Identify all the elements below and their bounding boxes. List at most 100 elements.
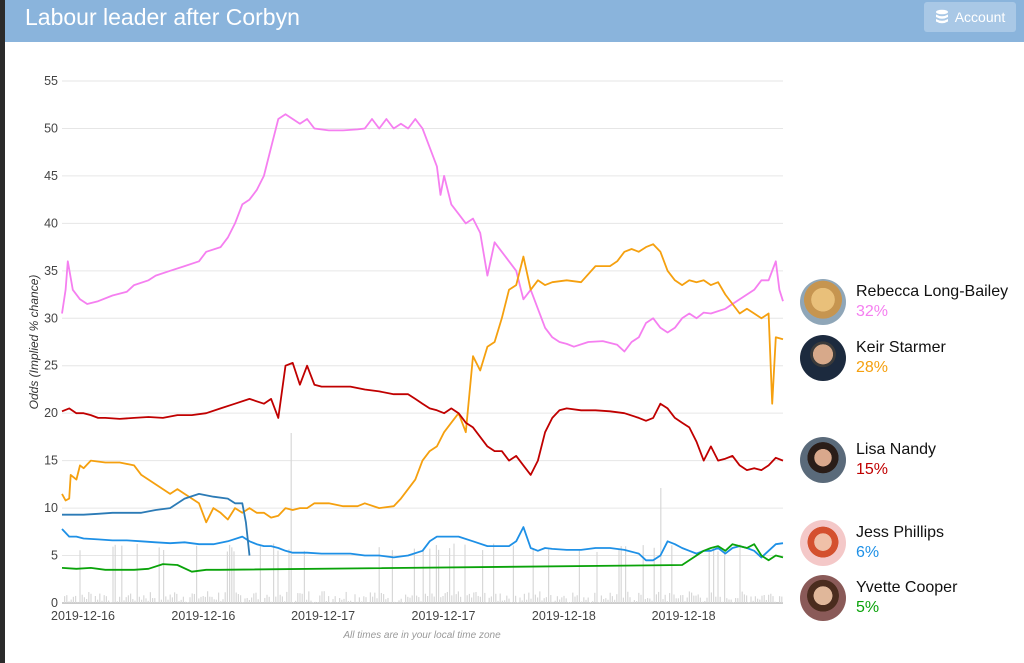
volume-bar — [97, 599, 99, 603]
volume-bar — [743, 594, 745, 603]
legend-name: Keir Starmer — [856, 339, 946, 356]
volume-bar — [171, 597, 173, 603]
volume-bar — [739, 544, 741, 603]
volume-bar — [675, 598, 677, 603]
volume-bar — [433, 596, 435, 603]
legend-item-jess-phillips[interactable]: Jess Phillips 6% — [800, 520, 944, 566]
volume-bar — [257, 599, 259, 603]
volume-bar — [493, 543, 495, 603]
volume-bar — [284, 601, 286, 603]
volume-bar — [457, 591, 459, 603]
volume-bar — [521, 600, 523, 603]
volume-bar — [279, 594, 281, 603]
volume-bar — [699, 597, 701, 603]
volume-bar — [508, 598, 510, 603]
volume-bar — [704, 601, 706, 603]
volume-bar — [90, 593, 92, 603]
volume-bar — [726, 598, 728, 603]
volume-bar — [356, 601, 358, 603]
volume-bar — [435, 544, 437, 603]
volume-bar — [108, 600, 110, 603]
volume-bar — [614, 599, 616, 603]
volume-bar — [750, 596, 752, 603]
volume-bar — [350, 600, 352, 603]
volume-bar — [501, 600, 503, 603]
volume-bar — [693, 595, 695, 603]
volume-bar — [682, 595, 684, 603]
volume-bar — [75, 595, 77, 603]
volume-bar — [673, 594, 675, 603]
volume-bar — [233, 551, 235, 603]
volume-bar — [136, 543, 138, 603]
volume-bar — [471, 597, 473, 603]
volume-bar — [719, 596, 721, 603]
volume-bar — [411, 595, 413, 603]
volume-bar — [343, 598, 345, 603]
volume-bar — [81, 594, 83, 603]
legend-percentage: 6% — [856, 544, 880, 561]
volume-bar — [578, 548, 580, 603]
legend-item-yvette-cooper[interactable]: Yvette Cooper 5% — [800, 575, 957, 621]
x-tick-label: 2019-12-16 — [51, 609, 115, 623]
grid-lines — [62, 80, 783, 604]
volume-bar — [189, 597, 191, 603]
y-tick-label: 30 — [44, 311, 58, 325]
volume-bar — [268, 596, 270, 603]
volume-bar — [677, 598, 679, 603]
x-axis-ticks: 2019-12-16 2019-12-16 2019-12-17 2019-12-17… — [51, 609, 716, 623]
volume-bar — [702, 601, 704, 603]
volume-bar — [297, 593, 299, 603]
volume-bar — [127, 595, 129, 603]
volume-bar — [66, 595, 68, 603]
volume-bar — [574, 596, 576, 603]
volume-bar — [154, 598, 156, 603]
volume-bar — [259, 545, 261, 603]
volume-bar — [499, 593, 501, 603]
volume-bar — [552, 601, 554, 603]
volume-bar — [506, 595, 508, 603]
legend-item-rebecca-long-bailey[interactable]: Rebecca Long-Bailey 32% — [800, 279, 1008, 325]
volume-bar — [660, 488, 662, 603]
database-icon — [935, 9, 949, 25]
volume-bar — [301, 593, 303, 603]
volume-bar — [160, 599, 162, 603]
volume-bar — [187, 602, 189, 603]
y-tick-label: 50 — [44, 121, 58, 135]
volume-bar — [64, 596, 66, 603]
volume-bar — [202, 596, 204, 603]
volume-bar — [781, 596, 783, 603]
volume-bar — [543, 598, 545, 603]
volume-bar — [620, 546, 622, 603]
volume-bar — [583, 597, 585, 603]
volume-bar — [528, 592, 530, 603]
volume-bar — [147, 600, 149, 603]
volume-bar — [587, 597, 589, 603]
volume-bar — [270, 601, 272, 603]
account-button[interactable]: Account — [924, 2, 1016, 32]
volume-bar — [198, 598, 200, 603]
volume-bar — [79, 550, 81, 603]
volume-bar — [400, 598, 402, 603]
volume-bar — [717, 551, 719, 603]
y-tick-label: 55 — [44, 74, 58, 88]
volume-bar — [103, 595, 105, 603]
volume-bar — [644, 599, 646, 603]
volume-bar — [420, 601, 422, 603]
volume-bar — [110, 602, 112, 603]
x-tick-label: 2019-12-16 — [171, 609, 235, 623]
volume-bar — [141, 599, 143, 603]
volume-bar — [363, 596, 365, 603]
volume-bar — [466, 595, 468, 603]
volume-bar — [715, 596, 717, 603]
volume-bar — [616, 594, 618, 603]
volume-bar — [479, 596, 481, 603]
volume-bar — [167, 599, 169, 603]
legend-item-lisa-nandy[interactable]: Lisa Nandy 15% — [800, 437, 936, 483]
volume-bar — [607, 599, 609, 603]
volume-bar — [290, 433, 292, 603]
volume-bar — [253, 593, 255, 603]
volume-bar — [398, 600, 400, 603]
volume-bar — [642, 545, 644, 603]
volume-bar — [229, 544, 231, 603]
legend-item-keir-starmer[interactable]: Keir Starmer 28% — [800, 335, 946, 381]
